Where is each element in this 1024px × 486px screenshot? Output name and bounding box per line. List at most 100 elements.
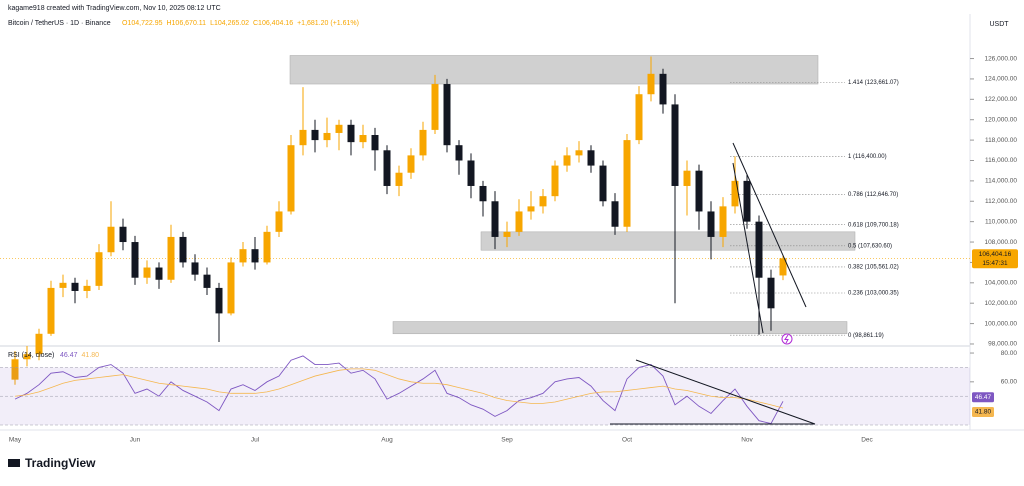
zone xyxy=(289,55,819,85)
fib-label: 1 (116,400.00) xyxy=(848,154,887,160)
unit: USDT xyxy=(989,21,1009,28)
symbol: Bitcoin / TetherUS · 1D · Binance xyxy=(8,20,111,27)
ohlc-value: L104,265.02 xyxy=(210,20,249,27)
candle-body xyxy=(575,150,583,156)
credit: kagame918 created with TradingView.com, … xyxy=(8,5,221,12)
candle-body xyxy=(623,140,631,227)
price-tag-label: 106,404.16 xyxy=(979,251,1012,258)
candle-body xyxy=(707,211,715,237)
y-tick-label: 112,000.00 xyxy=(985,198,1017,205)
x-tick-label: May xyxy=(9,437,22,444)
candle-body xyxy=(227,262,235,314)
price-tag xyxy=(972,249,1018,269)
candle-body xyxy=(71,282,79,291)
candle-body xyxy=(491,201,499,237)
y-tick-label: 118,000.00 xyxy=(985,137,1017,144)
candle-body xyxy=(167,236,175,280)
x-tick-label: Dec xyxy=(861,437,873,444)
candle-body xyxy=(527,206,535,212)
candle-body xyxy=(95,252,103,286)
ohlc-value: C106,404.16 xyxy=(253,20,293,27)
zone xyxy=(480,231,856,251)
candle-body xyxy=(215,287,223,314)
fib-label: 0.786 (112,646.70) xyxy=(848,192,898,198)
candle-body xyxy=(323,132,331,141)
y-tick-label: 120,000.00 xyxy=(984,116,1017,123)
overlay: TradingView xyxy=(8,142,816,470)
candle-body xyxy=(347,124,355,143)
candle-body xyxy=(371,135,379,151)
trend-line xyxy=(732,142,807,308)
candle-body xyxy=(443,84,451,146)
candle-body xyxy=(587,150,595,166)
candle-body xyxy=(383,150,391,186)
candle-body xyxy=(263,231,271,263)
x-tick-label: Aug xyxy=(381,437,393,444)
y-tick-label: 98,000.00 xyxy=(988,341,1017,348)
candle-body xyxy=(107,226,115,253)
candle-body xyxy=(359,135,367,143)
rsi-line xyxy=(14,355,784,425)
x-tick-label: Nov xyxy=(741,437,753,444)
y-tick-label: 116,000.00 xyxy=(985,157,1017,164)
fib-label: 0 (98,861.19) xyxy=(848,333,884,339)
ohlc-value: H106,670.11 xyxy=(166,20,206,27)
fib-label: 1.414 (123,661.07) xyxy=(848,80,899,86)
candle-body xyxy=(635,94,643,141)
fib-label: 0.5 (107,630.60) xyxy=(848,243,892,249)
candle-body xyxy=(35,333,43,355)
candle-body xyxy=(275,211,283,232)
ohlc-value: O104,722.95 xyxy=(122,20,163,27)
y-tick-label: 126,000.00 xyxy=(984,55,1017,62)
candle-body xyxy=(119,226,127,243)
y-tick-label: 102,000.00 xyxy=(984,300,1017,307)
candle-body xyxy=(779,258,787,276)
y-tick-label: 80.00 xyxy=(1001,350,1018,357)
x-tick-label: Jul xyxy=(251,437,260,444)
candle-body xyxy=(191,262,199,275)
y-tick-label: 114,000.00 xyxy=(985,178,1017,185)
candle-body xyxy=(299,129,307,146)
x-tick-label: Sep xyxy=(501,437,513,444)
candle-body xyxy=(539,196,547,207)
candle-body xyxy=(695,170,703,212)
candle-body xyxy=(155,267,163,280)
candle-body xyxy=(407,155,415,173)
candle-body xyxy=(515,211,523,232)
candle-body xyxy=(599,165,607,202)
rsi-tag xyxy=(972,392,994,403)
candle-body xyxy=(251,249,259,263)
candle-body xyxy=(335,124,343,133)
y-tick-label: 110,000.00 xyxy=(985,218,1017,225)
rsi-trend-line xyxy=(635,359,816,425)
candle-body xyxy=(551,165,559,197)
y-tick-label: 124,000.00 xyxy=(984,76,1017,83)
candle-body xyxy=(83,285,91,291)
candle-body xyxy=(11,359,19,380)
candle-body xyxy=(647,73,655,95)
fib-label: 0.618 (109,700.18) xyxy=(848,222,899,228)
y-tick-label: 60.00 xyxy=(1001,379,1018,386)
ma-value: 41.80 xyxy=(82,352,100,359)
candle-body xyxy=(419,129,427,156)
candle-body xyxy=(743,180,751,222)
candle-body xyxy=(683,170,691,186)
fib-label: 0.382 (105,561.02) xyxy=(848,264,899,270)
candle-body xyxy=(731,180,739,207)
logo: TradingView xyxy=(25,456,96,470)
zone xyxy=(392,321,848,335)
candle-body xyxy=(719,206,727,237)
rsi-tag xyxy=(972,407,994,418)
candle-body xyxy=(311,129,319,141)
candle-body xyxy=(671,104,679,186)
candle-body xyxy=(287,145,295,212)
event-icon-bolt xyxy=(784,334,789,344)
candle-body xyxy=(203,274,211,288)
rsi-value: 46.47 xyxy=(60,352,78,359)
rsi-tag-label: 46.47 xyxy=(975,394,992,401)
ohlc-value: +1,681.20 (+1.61%) xyxy=(297,20,359,27)
x-tick-label: Jun xyxy=(130,437,141,444)
trend-line xyxy=(732,162,764,334)
candle-body xyxy=(179,236,187,263)
